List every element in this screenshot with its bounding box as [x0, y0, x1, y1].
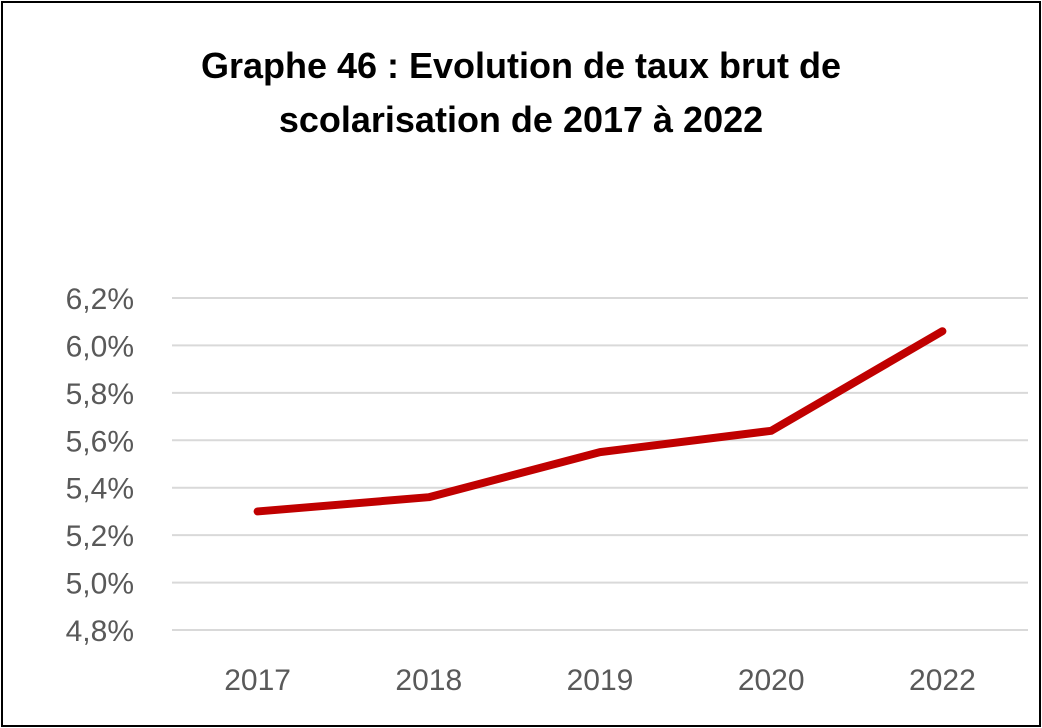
series-layer	[253, 327, 947, 516]
x-tick-label: 2020	[738, 664, 805, 697]
y-axis-tick-labels: 4,8% 5,0% 5,2% 5,4% 5,6% 5,8% 6,0% 6,2%	[66, 283, 134, 648]
series-line	[253, 327, 947, 516]
y-tick-label: 5,4%	[66, 473, 134, 506]
y-tick-label: 6,2%	[66, 283, 134, 316]
x-tick-label: 2022	[909, 664, 976, 697]
chart-title: Graphe 46 : Evolution de taux brut de sc…	[3, 39, 1039, 147]
x-tick-label: 2018	[395, 664, 462, 697]
chart-title-line-2: scolarisation de 2017 à 2022	[278, 99, 764, 140]
y-tick-label: 5,2%	[66, 520, 134, 553]
x-tick-label: 2017	[224, 664, 291, 697]
y-tick-label: 5,0%	[66, 568, 134, 601]
y-tick-label: 5,6%	[66, 425, 134, 458]
y-tick-label: 5,8%	[66, 378, 134, 411]
x-axis-tick-labels: 2017 2018 2019 2020 2022	[224, 664, 976, 697]
gridlines	[172, 297, 1028, 631]
x-tick-label: 2019	[567, 664, 634, 697]
y-tick-label: 6,0%	[66, 330, 134, 363]
chart-title-line-1: Graphe 46 : Evolution de taux brut de	[200, 45, 842, 86]
y-tick-label: 4,8%	[66, 615, 134, 648]
